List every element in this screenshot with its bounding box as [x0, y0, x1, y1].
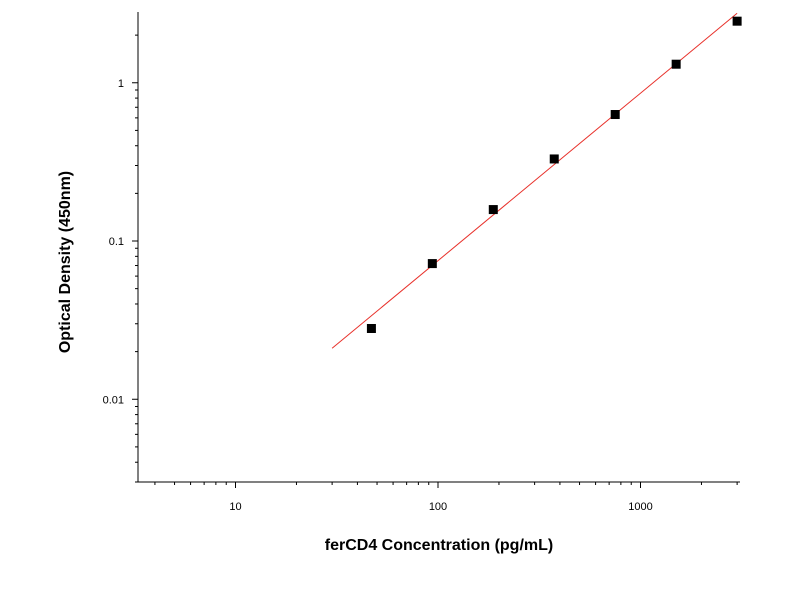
data-point	[427, 259, 437, 269]
series-layer	[331, 12, 742, 349]
y-tick-label: 0.01	[103, 394, 124, 406]
fit-line	[331, 12, 738, 349]
x-tick-label: 10	[229, 501, 241, 513]
data-point	[732, 16, 742, 26]
data-point	[549, 154, 559, 164]
y-axis-title: Optical Density (450nm)	[57, 171, 74, 353]
axes: 10 100 1000 1 0.1 0.01	[103, 12, 740, 513]
x-axis-title: ferCD4 Concentration (pg/mL)	[325, 537, 553, 554]
data-point	[366, 323, 376, 333]
x-tick-label: 1000	[628, 501, 652, 513]
x-tick-label: 100	[429, 501, 447, 513]
y-tick-label: 1	[118, 78, 124, 90]
data-point	[671, 59, 681, 69]
y-tick-label: 0.1	[109, 236, 124, 248]
data-point	[488, 205, 498, 215]
data-point	[610, 110, 620, 120]
